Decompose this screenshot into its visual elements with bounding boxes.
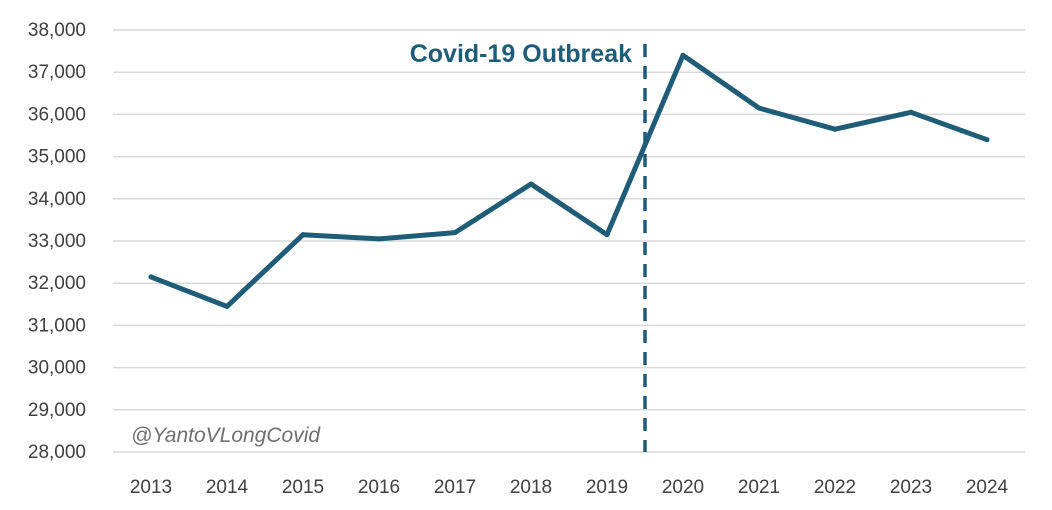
x-tick-label: 2013 — [130, 477, 172, 498]
watermark-handle: @YantoVLongCovid — [131, 424, 321, 447]
x-tick-label: 2021 — [738, 477, 780, 498]
x-tick-label: 2020 — [662, 477, 704, 498]
x-tick-label: 2016 — [358, 477, 400, 498]
y-tick-label: 30,000 — [28, 358, 86, 379]
y-tick-label: 33,000 — [28, 231, 86, 252]
x-tick-label: 2018 — [510, 477, 552, 498]
y-axis-ticks: 28,000 29,000 30,000 31,000 32,000 33,000 34,0… — [28, 20, 86, 463]
x-tick-label: 2015 — [282, 477, 324, 498]
x-tick-label: 2023 — [890, 477, 932, 498]
x-tick-label: 2024 — [966, 477, 1009, 498]
data-point — [148, 274, 154, 280]
x-axis-ticks: 2013 2014 2015 2016 2017 2018 2019 2020 2021 2022… — [130, 477, 1009, 498]
gridlines — [113, 29, 1025, 453]
data-point — [908, 109, 914, 115]
x-tick-label: 2022 — [814, 477, 856, 498]
x-tick-label: 2014 — [206, 477, 249, 498]
data-point — [756, 105, 762, 111]
y-tick-label: 31,000 — [28, 315, 86, 336]
data-point — [680, 52, 686, 58]
y-tick-label: 29,000 — [28, 400, 86, 421]
data-point — [224, 303, 230, 309]
data-point — [832, 126, 838, 132]
y-tick-label: 38,000 — [28, 20, 86, 41]
y-tick-label: 34,000 — [28, 189, 86, 210]
y-tick-label: 36,000 — [28, 104, 86, 125]
data-point — [376, 236, 382, 242]
data-points — [148, 52, 990, 309]
x-tick-label: 2017 — [434, 477, 476, 498]
y-tick-label: 35,000 — [28, 147, 86, 168]
data-point — [984, 137, 990, 143]
y-tick-label: 37,000 — [28, 62, 86, 83]
data-point — [452, 230, 458, 236]
data-point — [300, 232, 306, 238]
x-tick-label: 2019 — [586, 477, 628, 498]
series-line — [148, 52, 990, 309]
y-tick-label: 32,000 — [28, 273, 86, 294]
covid-outbreak-annotation: Covid-19 Outbreak — [410, 40, 632, 68]
data-point — [604, 232, 610, 238]
y-tick-label: 28,000 — [28, 442, 86, 463]
data-point — [528, 181, 534, 187]
